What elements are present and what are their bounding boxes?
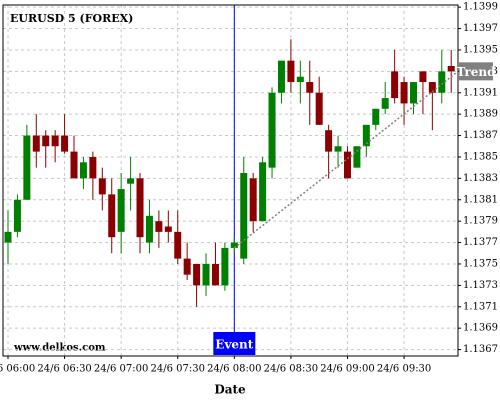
candle-body	[32, 135, 40, 152]
candle-body	[108, 194, 116, 238]
y-tick-label: 1.1381	[463, 194, 498, 205]
event-label-box	[213, 332, 256, 355]
candle-body	[315, 92, 323, 125]
y-tick-label: 1.1397	[463, 23, 498, 34]
candle-body	[428, 82, 436, 93]
candle-body	[353, 146, 361, 168]
watermark: www.delkos.com	[13, 343, 106, 354]
candle-body	[211, 263, 219, 286]
candle-body	[164, 226, 172, 232]
x-tick-label: 24/6 08:30	[264, 364, 318, 375]
x-tick-label: 24/6 07:00	[94, 364, 148, 375]
y-tick-label: 1.1395	[463, 44, 498, 55]
candle-body	[259, 162, 267, 222]
candle-body	[42, 135, 50, 147]
y-tick-label: 1.1399	[463, 2, 498, 13]
candle-body	[136, 178, 144, 238]
candle-body	[381, 98, 389, 109]
candle-body	[438, 71, 446, 93]
candle-body	[268, 92, 276, 168]
candle-body	[79, 162, 87, 179]
x-tick-label: 24/6 09:00	[320, 364, 374, 375]
x-tick-label: 24/6 09:30	[377, 364, 431, 375]
candle-body	[334, 146, 342, 152]
x-tick-label: 24/6 07:30	[151, 364, 205, 375]
y-tick-label: 1.1391	[463, 87, 498, 98]
candle-body	[400, 82, 408, 104]
y-tick-label: 1.1389	[463, 109, 498, 120]
y-tick-label: 1.1377	[463, 237, 498, 248]
candle-body	[174, 231, 182, 259]
candle-body	[193, 263, 201, 286]
candle-body	[127, 178, 135, 184]
candle-body	[61, 135, 69, 152]
candle-body	[117, 189, 125, 232]
trend-label: Trend	[456, 65, 496, 79]
candle-body	[13, 199, 21, 232]
y-tick-label: 1.1387	[463, 130, 498, 141]
candle-body	[230, 242, 238, 248]
candle-body	[89, 156, 97, 179]
candle-body	[391, 71, 399, 99]
candle-body	[183, 258, 191, 275]
x-tick-label: 24/6 06:00	[0, 364, 35, 375]
plot-frame	[2, 4, 459, 357]
trend-label-box	[459, 62, 493, 81]
y-tick-label: 1.1371	[463, 301, 498, 312]
candle-body	[287, 60, 295, 83]
x-tick-label: 24/6 06:30	[37, 364, 91, 375]
y-tick-label: 1.1367	[463, 344, 498, 355]
candle-body	[240, 173, 248, 259]
x-tick-label: 24/6 08:00	[207, 364, 261, 375]
event-label: Event	[215, 338, 253, 352]
y-tick-label: 1.1375	[463, 258, 498, 269]
y-tick-label: 1.1383	[463, 173, 498, 184]
candle-body	[145, 215, 153, 243]
candle-body	[51, 135, 59, 147]
y-tick-label: 1.1373	[463, 280, 498, 291]
chart-title: EURUSD 5 (FOREX)	[10, 12, 133, 25]
candle-body	[325, 130, 333, 152]
y-tick-label: 1.1379	[463, 216, 498, 227]
trend-line	[233, 70, 459, 249]
candle-body	[23, 135, 31, 200]
candle-body	[221, 247, 229, 286]
candle-body	[409, 82, 417, 104]
candle-body	[362, 124, 370, 147]
candle-body	[98, 178, 106, 195]
candle-body	[372, 108, 380, 125]
candle-body	[249, 178, 257, 222]
y-tick-label: 1.1369	[463, 323, 498, 334]
candle-body	[277, 60, 285, 93]
candle-body	[306, 82, 314, 93]
candle-body	[202, 263, 210, 286]
y-tick-label: 1.1385	[463, 151, 498, 162]
candle-body	[70, 151, 78, 179]
candle-body	[4, 231, 12, 243]
candle-body	[343, 151, 351, 179]
x-axis-label: Date	[214, 383, 246, 397]
candle-body	[419, 71, 427, 83]
candle-body	[155, 221, 163, 232]
candle-body	[447, 65, 455, 72]
candle-body	[296, 76, 304, 83]
